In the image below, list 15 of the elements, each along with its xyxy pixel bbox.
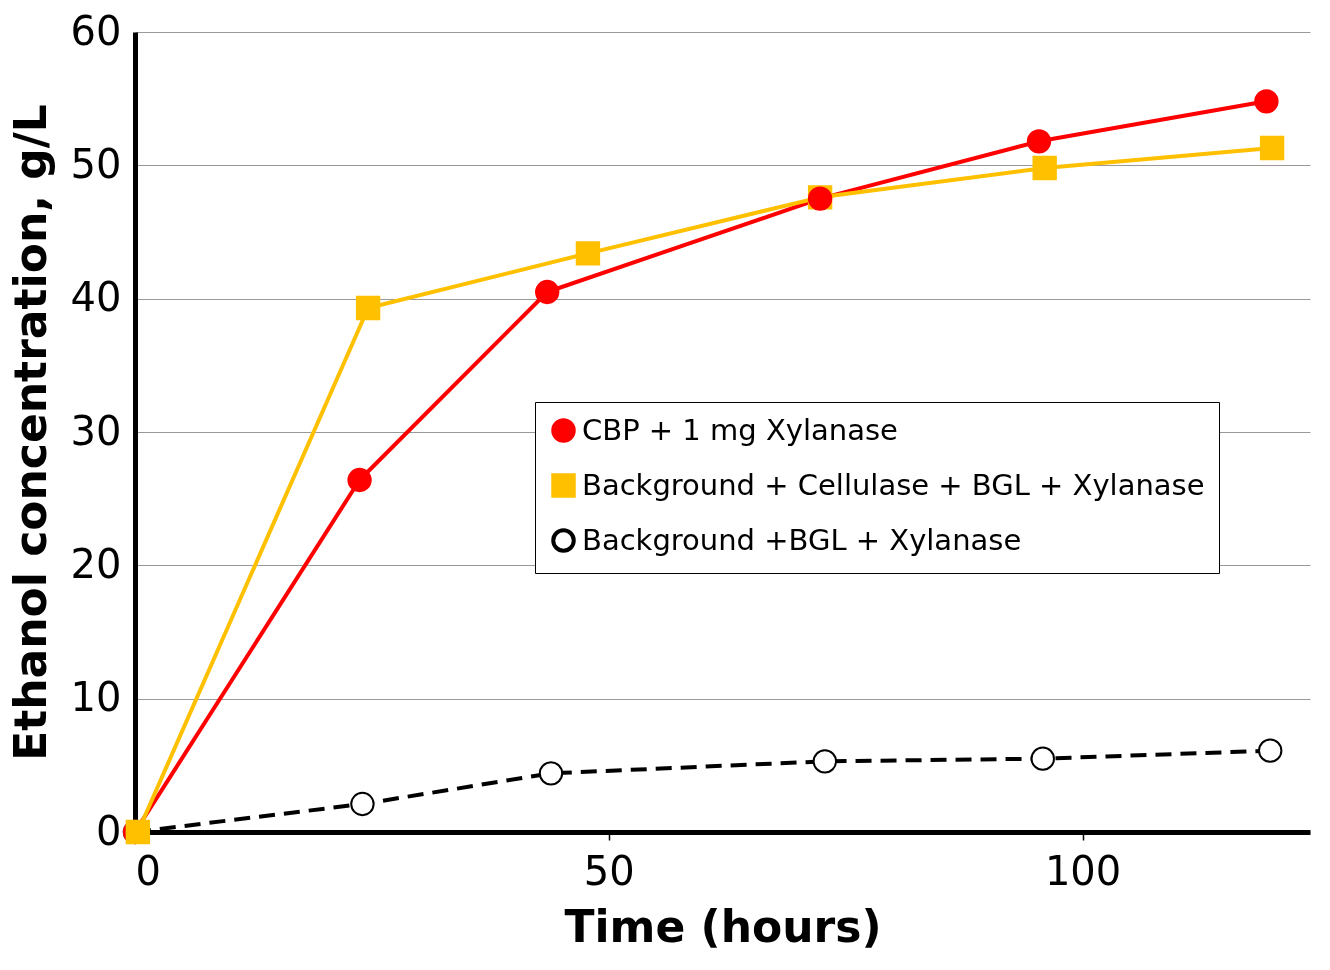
y-tick-label: 0 <box>96 807 122 854</box>
legend-label: Background + Cellulase + BGL + Xylanase <box>582 467 1205 502</box>
x-axis-title: Time (hours) <box>564 900 882 952</box>
y-axis-title: Ethanol concentration, g/L <box>4 104 56 761</box>
y-tick-label: 50 <box>70 140 122 187</box>
y-tick-label: 40 <box>70 274 122 321</box>
legend-label: Background +BGL + Xylanase <box>582 522 1022 557</box>
y-tick-label: 10 <box>70 674 122 721</box>
x-tick-label: 0 <box>135 847 161 894</box>
y-tick-label: 60 <box>70 7 122 54</box>
legend-label: CBP + 1 mg Xylanase <box>582 412 898 447</box>
y-tick-label: 30 <box>70 407 122 454</box>
x-tick-label: 50 <box>583 847 635 894</box>
x-tick-label: 100 <box>1044 847 1122 894</box>
y-tick-label: 20 <box>70 540 122 587</box>
